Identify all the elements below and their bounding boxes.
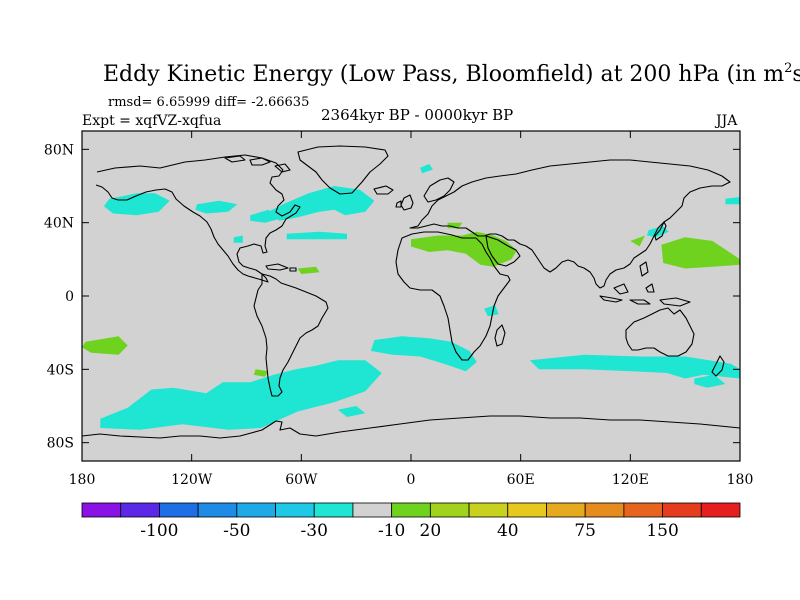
colorbar-box (623, 502, 663, 518)
colorbar-box (468, 502, 509, 518)
chart-title: Eddy Kinetic Energy (Low Pass, Bloomfiel… (103, 61, 800, 87)
region-north-pacific-west-neg (103, 193, 170, 216)
colorbar-label: -30 (301, 521, 328, 541)
region-north-atlantic-neg (268, 186, 375, 221)
x-tick-label: 120W (171, 472, 213, 488)
rmsd-label: rmsd= 6.65999 diff= -2.66635 (108, 95, 309, 110)
coast-caribbean (265, 263, 297, 272)
colorbar-box (507, 502, 547, 518)
expt-label: Expt = xqfVZ-xqfua (82, 113, 221, 129)
colorbar-label: 75 (574, 521, 596, 541)
y-tick-label: 80S (47, 436, 74, 452)
region-north-pacific-east-edge-neg (725, 197, 740, 205)
coast-africa (395, 231, 511, 361)
coast-greenland (297, 145, 389, 195)
y-tick-label: 40S (47, 362, 74, 378)
coast-north-america (95, 154, 301, 283)
colorbar-box (275, 502, 315, 518)
coast-south-america (253, 273, 329, 397)
region-japan-neg (646, 226, 669, 238)
colorbar-box (429, 502, 470, 518)
season-label: JJA (714, 113, 738, 129)
y-tick-label: 40N (44, 216, 74, 232)
coast-scandinavia (423, 177, 455, 203)
coast-arabia (485, 235, 521, 267)
region-chile-coast-pos (253, 369, 269, 377)
colorbar-box (700, 502, 741, 518)
colorbar-box (197, 502, 238, 518)
region-south-indian-neg (529, 354, 740, 379)
region-southern-ocean-small-neg (337, 406, 366, 417)
colorbar-label: -50 (223, 521, 250, 541)
region-sw-pacific-pos (82, 336, 128, 355)
x-tick-label: 120E (612, 472, 649, 488)
region-indian-ocean-small-neg (484, 305, 499, 317)
region-mexico-neg (233, 235, 243, 243)
coast-uk (395, 194, 414, 211)
region-caribbean-pos (297, 266, 320, 274)
colorbar-label: 40 (497, 521, 519, 541)
region-atlantic-strip-neg (286, 231, 347, 240)
colorbar-label: -10 (378, 521, 405, 541)
y-tick-label: 0 (65, 289, 74, 305)
region-new-zealand-neg (694, 374, 726, 388)
coastlines (81, 145, 741, 439)
region-north-pacific-east-neg (195, 200, 238, 214)
x-tick-label: 60E (507, 472, 535, 488)
region-south-pacific-atlantic-neg (100, 360, 382, 430)
colorbar-box (584, 502, 625, 518)
coast-arctic-islands (224, 155, 291, 173)
colorbar-label: -100 (140, 521, 178, 541)
region-south-atlantic-africa-neg (370, 336, 477, 372)
region-east-china-pos (630, 235, 645, 247)
coast-new-zealand (711, 355, 725, 377)
region-west-pacific-pos (661, 237, 740, 269)
colorbar-box (546, 502, 586, 518)
coast-antarctica (81, 415, 741, 439)
colorbar-box (313, 502, 354, 518)
map (81, 130, 741, 462)
region-greenland-sea-neg (420, 164, 433, 174)
colorbar-box (120, 502, 160, 518)
colorbar-box (662, 502, 702, 518)
coast-eurasia (409, 159, 731, 289)
colorbar-box (352, 502, 393, 518)
coast-madagascar (494, 324, 506, 347)
colorbar-box (236, 502, 276, 518)
y-tick-label: 80N (44, 142, 74, 158)
x-tick-label: 0 (407, 472, 416, 488)
coast-japan (654, 221, 667, 241)
colorbar-box (159, 502, 199, 518)
x-tick-label: 60W (285, 472, 318, 488)
period-label: 2364kyr BP - 0000kyr BP (321, 106, 513, 124)
colorbar-label: 150 (646, 521, 678, 541)
coast-australia (625, 307, 695, 357)
x-tick-label: 180 (727, 472, 754, 488)
region-east-us-neg (250, 209, 280, 223)
coast-iceland (373, 185, 394, 195)
colorbar-box (81, 502, 122, 518)
colorbar-label: 20 (420, 521, 442, 541)
colorbar: -100 -50 -30 -10 20 40 75 150 (81, 502, 741, 541)
coast-indonesia (599, 261, 691, 307)
colorbar-box (391, 502, 431, 518)
x-tick-label: 180 (69, 472, 96, 488)
